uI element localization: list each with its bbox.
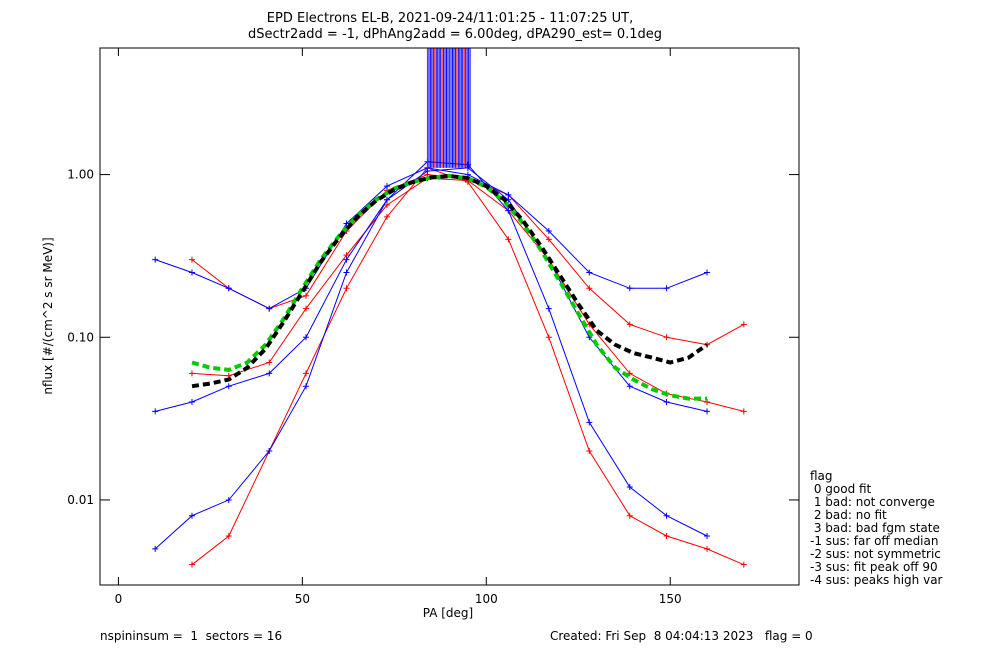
data-point (586, 447, 593, 454)
data-point (188, 561, 195, 568)
data-point (704, 408, 711, 415)
data-point (663, 334, 670, 341)
y-axis-label: nflux [#/(cm^2 s sr MeV)] (41, 237, 55, 394)
data-point (704, 269, 711, 276)
data-point (626, 370, 633, 377)
x-axis-label: PA [deg] (423, 606, 473, 620)
data-point (266, 305, 273, 312)
data-point (266, 447, 273, 454)
spikes-layer (426, 48, 471, 168)
data-point (545, 334, 552, 341)
series-line (191, 177, 744, 412)
data-point (663, 533, 670, 540)
data-point (303, 383, 310, 390)
data-point (505, 191, 512, 198)
x-tick-label: 0 (115, 592, 123, 606)
y-tick-label: 1.00 (67, 168, 94, 182)
data-point (152, 545, 159, 552)
data-point (383, 202, 390, 209)
chart-subtitle: dSectr2add = -1, dPhAng2add = 6.00deg, d… (248, 27, 662, 42)
data-point (225, 496, 232, 503)
data-point (663, 285, 670, 292)
data-point (586, 285, 593, 292)
x-tick-label: 100 (475, 592, 498, 606)
series-line (155, 167, 708, 310)
legend-entry: -4 sus: peaks high var (810, 573, 943, 587)
legend-entry: -3 sus: fit peak off 90 (810, 560, 938, 574)
data-point (383, 196, 390, 203)
data-point (343, 256, 350, 263)
y-tick-label: 0.10 (67, 330, 94, 344)
series-layer (152, 158, 747, 568)
series-line (191, 174, 745, 346)
legend-entry: 1 bad: not converge (810, 495, 935, 509)
data-point (626, 484, 633, 491)
data-point (383, 183, 390, 190)
footer-left: nspininsum = 1 sectors = 16 (100, 629, 282, 643)
data-point (303, 292, 310, 299)
data-point (152, 408, 159, 415)
data-point (303, 334, 310, 341)
legend-title: flag (810, 469, 833, 483)
data-point (663, 398, 670, 405)
data-point (586, 269, 593, 276)
data-point (505, 207, 512, 214)
data-point (545, 236, 552, 243)
x-ticks: 0 50 100 150 (115, 48, 682, 606)
data-point (188, 398, 195, 405)
series-line (191, 167, 744, 566)
y-tick-label: 0.01 (67, 493, 94, 507)
data-point (545, 228, 552, 235)
chart-title: EPD Electrons EL-B, 2021-09-24/11:01:25 … (267, 11, 633, 26)
legend-entry: -2 sus: not symmetric (810, 547, 941, 561)
x-tick-label: 50 (295, 592, 310, 606)
x-tick-label: 150 (659, 592, 682, 606)
data-point (704, 545, 711, 552)
data-point (586, 419, 593, 426)
data-point (303, 370, 310, 377)
legend-entry: 3 bad: bad fgm state (810, 521, 940, 535)
data-point (225, 383, 232, 390)
data-point (266, 359, 273, 366)
data-point (188, 512, 195, 519)
data-point (343, 269, 350, 276)
series-line (154, 161, 708, 550)
footer-right: Created: Fri Sep 8 04:04:13 2023 flag = … (550, 629, 813, 643)
data-point (225, 285, 232, 292)
data-point (383, 213, 390, 220)
fits-layer (191, 173, 709, 401)
data-point (740, 321, 747, 328)
data-point (740, 408, 747, 415)
data-point (626, 383, 633, 390)
data-point (663, 512, 670, 519)
data-point (505, 236, 512, 243)
legend-entry: 0 good fit (810, 482, 872, 496)
data-point (266, 370, 273, 377)
data-point (626, 321, 633, 328)
legend-entry: 2 bad: no fit (810, 508, 887, 522)
data-point (343, 285, 350, 292)
data-point (704, 533, 711, 540)
data-point (188, 370, 195, 377)
data-point (188, 269, 195, 276)
data-point (303, 305, 310, 312)
data-point (343, 220, 350, 227)
data-point (545, 305, 552, 312)
legend-entry: -1 sus: far off median (810, 534, 938, 548)
data-point (188, 256, 195, 263)
data-point (225, 533, 232, 540)
y-ticks: 0.01 0.10 1.00 (67, 168, 799, 507)
data-point (152, 256, 159, 263)
data-point (626, 512, 633, 519)
data-point (626, 285, 633, 292)
legend: flag 0 good fit 1 bad: not converge 2 ba… (810, 469, 943, 587)
plot-frame (99, 47, 800, 586)
fit-curve (191, 173, 709, 389)
data-point (740, 561, 747, 568)
data-point (704, 398, 711, 405)
